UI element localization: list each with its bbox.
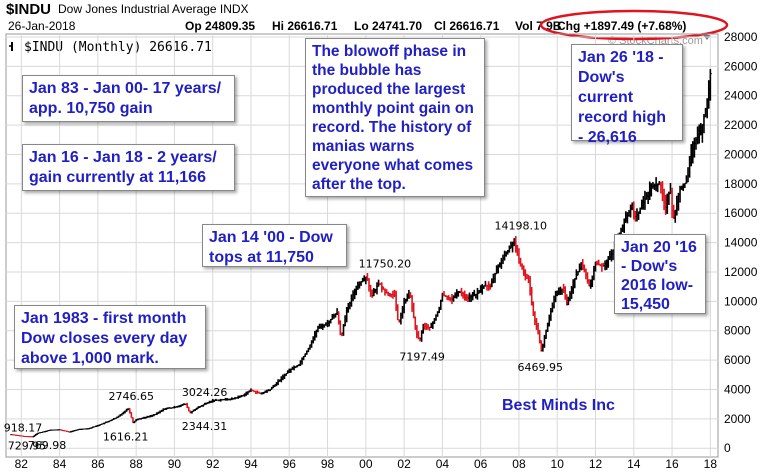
x-tick-label: 12 [589, 457, 603, 471]
x-tick-label: 08 [512, 457, 526, 471]
x-tick-label: 04 [436, 457, 450, 471]
x-tick-label: 92 [206, 457, 220, 471]
y-tick-label: 20000 [724, 147, 758, 161]
price-label: 769.98 [28, 439, 67, 452]
annotation-17yr-gain: Jan 83 - Jan 00- 17 years/ app. 10,750 g… [22, 75, 235, 122]
stat-close: Cl 26616.71 [434, 19, 500, 33]
chart-name: Dow Jones Industrial Average INDX [58, 2, 249, 16]
y-tick-label: 0 [724, 441, 731, 455]
price-label: 7197.49 [399, 350, 445, 363]
y-axis: 0 2000 4000 6000 8000 10000 12000 14000 16000 180… [724, 30, 758, 455]
y-tick-label: 12000 [724, 265, 758, 279]
price-label: 11750.20 [359, 258, 412, 271]
x-tick-label: 00 [359, 457, 373, 471]
annotation-blowoff-phase: The blowoff phase in the bubble has prod… [305, 38, 485, 197]
stat-open: Op 24809.35 [185, 19, 255, 33]
x-tick-label: 16 [665, 457, 679, 471]
price-label: 2344.31 [182, 420, 228, 433]
x-tick-label: 06 [474, 457, 488, 471]
annotation-2yr-gain: Jan 16 - Jan 18 - 2 years/ gain currentl… [22, 144, 235, 191]
y-tick-label: 14000 [724, 236, 758, 250]
x-axis: 82 84 86 88 90 92 94 96 98 00 02 04 06 08 10 12 14 16 18 [15, 457, 718, 471]
x-tick-label: 88 [129, 457, 143, 471]
price-label: 1616.21 [103, 430, 149, 443]
stat-high: Hi 26616.71 [272, 19, 338, 33]
x-tick-label: 14 [627, 457, 641, 471]
price-label: 14198.10 [495, 220, 547, 233]
chart-date: 26-Jan-2018 [8, 19, 76, 33]
x-tick-label: 96 [283, 457, 297, 471]
x-tick-label: 10 [551, 457, 565, 471]
x-tick-label: 94 [244, 457, 258, 471]
stat-volume: Vol 7.9B [515, 19, 562, 33]
annotation-record-high: Jan 26 '18 - Dow's current record high -… [571, 44, 683, 146]
chart-menu-icon[interactable] [703, 35, 711, 40]
x-tick-label: 90 [168, 457, 182, 471]
annotation-1983-milestone: Jan 1983 - first month Dow closes every … [14, 305, 206, 369]
y-tick-label: 6000 [724, 353, 751, 367]
price-label: 729.95 [8, 439, 47, 452]
price-label: 6469.95 [518, 361, 564, 374]
y-tick-label: 28000 [724, 30, 758, 44]
y-tick-label: 10000 [724, 294, 758, 308]
price-bars [10, 69, 712, 438]
price-label: 2746.65 [108, 390, 154, 403]
chart-ticker: $INDU [6, 1, 51, 18]
x-tick-label: 02 [397, 457, 411, 471]
y-tick-label: 22000 [724, 118, 758, 132]
y-tick-label: 24000 [724, 89, 758, 103]
price-label: 3024.26 [182, 386, 228, 399]
y-tick-label: 4000 [724, 382, 751, 396]
price-label: 918.17 [4, 422, 43, 435]
stat-low: Lo 24741.70 [354, 19, 422, 33]
annotation-2000-top: Jan 14 '00 - Dow tops at 11,750 [202, 224, 347, 267]
attribution-label: Best Minds Inc [502, 397, 615, 414]
x-tick-label: 98 [321, 457, 335, 471]
y-tick-label: 16000 [724, 206, 758, 220]
x-tick-label: 82 [15, 457, 29, 471]
y-tick-label: 18000 [724, 177, 758, 191]
stat-change: Chg +1897.49 (+7.68%) [557, 19, 686, 33]
plot-frame [5, 33, 719, 458]
x-tick-label: 86 [91, 457, 105, 471]
annotation-2016-low: Jan 20 '16 - Dow's 2016 low- 15,450 [614, 234, 706, 314]
y-tick-label: 8000 [724, 324, 751, 338]
x-tick-label: 18 [704, 457, 718, 471]
legend-label: $INDU (Monthly) 26616.71 [24, 40, 212, 55]
y-tick-label: 26000 [724, 59, 758, 73]
y-tick-label: 2000 [724, 412, 751, 426]
x-tick-label: 84 [53, 457, 67, 471]
